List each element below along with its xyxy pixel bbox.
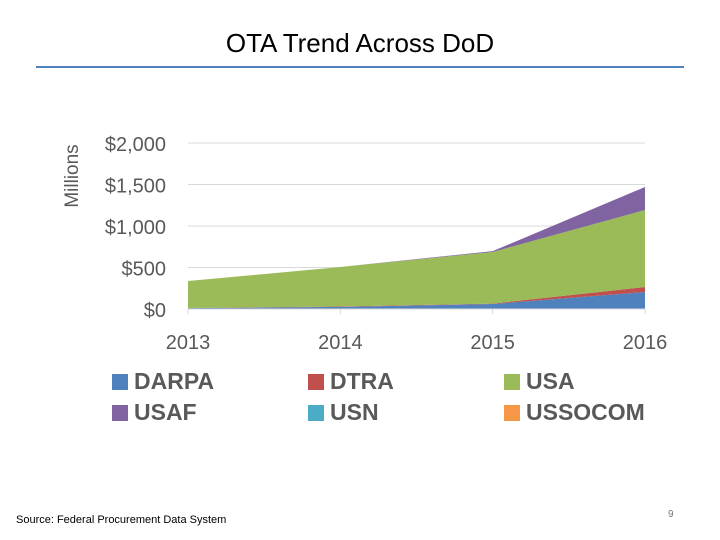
area-darpa — [188, 291, 645, 309]
source-note: Source: Federal Procurement Data System — [16, 514, 227, 526]
legend-item-usa: USA — [504, 368, 672, 395]
y-tick-label: $1,000 — [105, 217, 166, 239]
legend-label: USN — [330, 399, 379, 425]
y-tick-label: $1,500 — [105, 176, 166, 198]
x-tick-label: 2014 — [318, 332, 363, 354]
legend-label: USAF — [134, 399, 197, 425]
legend-item-ussocom: USSOCOM — [504, 399, 672, 426]
y-tick-label: $2,000 — [105, 134, 166, 156]
x-tick-label: 2013 — [166, 332, 211, 354]
x-tick-label: 2015 — [470, 332, 515, 354]
x-tick-label: 2016 — [623, 332, 668, 354]
legend-swatch — [504, 404, 520, 421]
legend-item-usaf: USAF — [112, 399, 308, 426]
area-dtra — [188, 287, 645, 309]
page-number: 9 — [668, 509, 674, 520]
y-tick-label: $500 — [122, 259, 167, 281]
legend-swatch — [112, 373, 128, 390]
legend-label: DARPA — [134, 368, 215, 394]
legend-item-dtra: DTRA — [308, 368, 504, 395]
chart-legend: DARPA DTRA USA USAF USN USSOCOM — [112, 368, 672, 426]
legend-label: DTRA — [330, 368, 394, 394]
y-tick-label: $0 — [144, 300, 166, 322]
legend-label: USSOCOM — [526, 399, 645, 425]
title-divider — [36, 66, 684, 68]
legend-swatch — [308, 404, 324, 421]
y-axis-label: Millions — [62, 144, 83, 207]
area-usaf — [188, 186, 645, 282]
legend-item-darpa: DARPA — [112, 368, 308, 395]
legend-swatch — [504, 373, 520, 390]
legend-label: USA — [526, 368, 575, 394]
legend-swatch — [112, 404, 128, 421]
area-usa — [188, 209, 645, 309]
legend-item-usn: USN — [308, 399, 504, 426]
slide-title: OTA Trend Across DoD — [225, 28, 495, 58]
legend-swatch — [308, 373, 324, 390]
